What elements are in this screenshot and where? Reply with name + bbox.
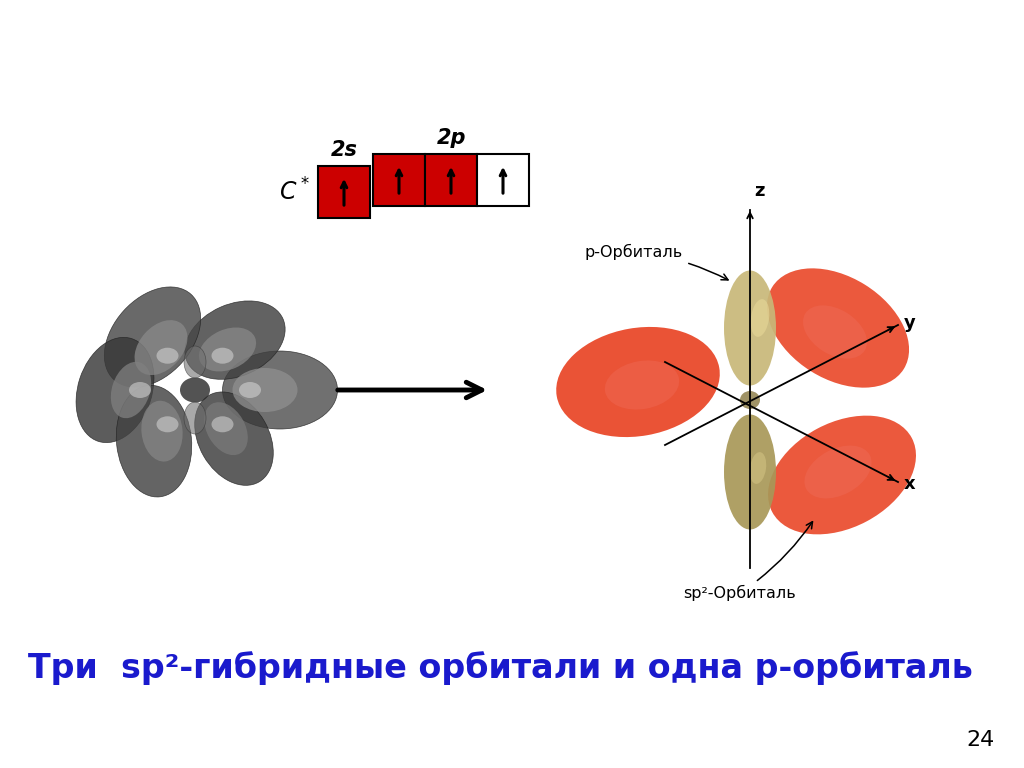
Ellipse shape — [157, 416, 178, 432]
Text: sp²-Орбиталь: sp²-Орбиталь — [684, 521, 812, 601]
Bar — [318, 166, 370, 218]
Ellipse shape — [76, 337, 154, 442]
Ellipse shape — [556, 327, 720, 437]
Ellipse shape — [805, 445, 871, 498]
Ellipse shape — [605, 360, 679, 409]
Ellipse shape — [204, 402, 248, 455]
Ellipse shape — [141, 401, 182, 462]
Ellipse shape — [803, 306, 867, 359]
Bar — [425, 154, 477, 206]
Ellipse shape — [740, 391, 760, 409]
Ellipse shape — [111, 362, 152, 419]
Text: $C^*$: $C^*$ — [279, 178, 310, 206]
Ellipse shape — [751, 300, 769, 337]
Text: Три  sp²-гибридные орбитали и одна р-орбиталь: Три sp²-гибридные орбитали и одна р-орби… — [28, 651, 973, 685]
Ellipse shape — [724, 415, 776, 529]
Text: р-Орбиталь: р-Орбиталь — [585, 244, 728, 280]
Bar — [477, 154, 529, 206]
Bar — [373, 154, 425, 206]
Text: 24: 24 — [967, 730, 995, 750]
Ellipse shape — [117, 386, 191, 497]
Ellipse shape — [104, 287, 201, 387]
Ellipse shape — [768, 415, 916, 535]
Ellipse shape — [232, 368, 298, 412]
Ellipse shape — [724, 270, 776, 386]
Ellipse shape — [195, 392, 273, 485]
Ellipse shape — [134, 320, 187, 375]
Text: z: z — [754, 182, 765, 200]
Ellipse shape — [767, 268, 909, 388]
Text: 2p: 2p — [437, 128, 467, 148]
Ellipse shape — [157, 348, 178, 364]
Text: y: y — [904, 314, 915, 332]
Ellipse shape — [750, 452, 766, 484]
Ellipse shape — [212, 348, 233, 364]
Ellipse shape — [184, 346, 206, 378]
Ellipse shape — [239, 382, 261, 398]
Ellipse shape — [185, 301, 285, 379]
Ellipse shape — [180, 378, 210, 402]
Ellipse shape — [212, 416, 233, 432]
Ellipse shape — [129, 382, 151, 398]
Ellipse shape — [222, 351, 338, 429]
Ellipse shape — [199, 327, 256, 372]
Ellipse shape — [184, 402, 206, 434]
Text: x: x — [904, 475, 915, 493]
Text: 2s: 2s — [331, 140, 357, 160]
